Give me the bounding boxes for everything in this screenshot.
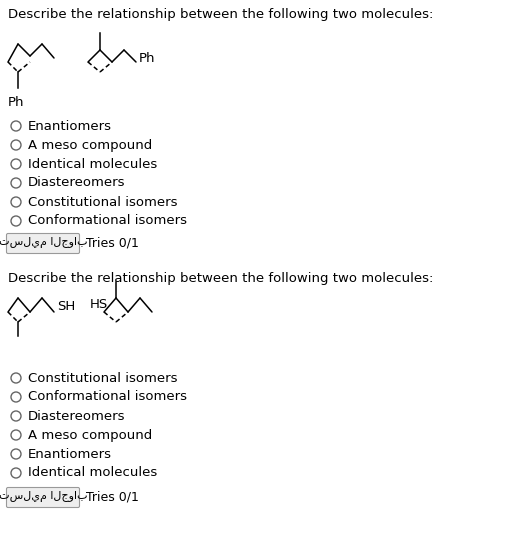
Text: A meso compound: A meso compound (28, 429, 152, 441)
Text: Constitutional isomers: Constitutional isomers (28, 371, 177, 385)
Text: Enantiomers: Enantiomers (28, 119, 112, 133)
Text: Conformational isomers: Conformational isomers (28, 391, 187, 403)
Text: Describe the relationship between the following two molecules:: Describe the relationship between the fo… (8, 272, 433, 285)
Text: Ph: Ph (8, 96, 24, 109)
Text: Tries 0/1: Tries 0/1 (86, 236, 139, 249)
Text: Diastereomers: Diastereomers (28, 177, 125, 189)
Text: Identical molecules: Identical molecules (28, 467, 157, 479)
Text: Constitutional isomers: Constitutional isomers (28, 195, 177, 209)
Text: Describe the relationship between the following two molecules:: Describe the relationship between the fo… (8, 8, 433, 21)
Text: تسليم الجواب: تسليم الجواب (0, 492, 87, 502)
Text: Enantiomers: Enantiomers (28, 447, 112, 461)
Text: Ph: Ph (139, 51, 155, 65)
Text: Diastereomers: Diastereomers (28, 409, 125, 423)
Text: SH: SH (57, 301, 75, 314)
Text: تسليم الجواب: تسليم الجواب (0, 238, 87, 248)
FancyBboxPatch shape (6, 487, 80, 508)
Text: Conformational isomers: Conformational isomers (28, 215, 187, 227)
Text: A meso compound: A meso compound (28, 139, 152, 151)
FancyBboxPatch shape (6, 233, 80, 254)
Text: Tries 0/1: Tries 0/1 (86, 491, 139, 503)
Text: HS: HS (90, 299, 108, 311)
Text: Identical molecules: Identical molecules (28, 157, 157, 171)
